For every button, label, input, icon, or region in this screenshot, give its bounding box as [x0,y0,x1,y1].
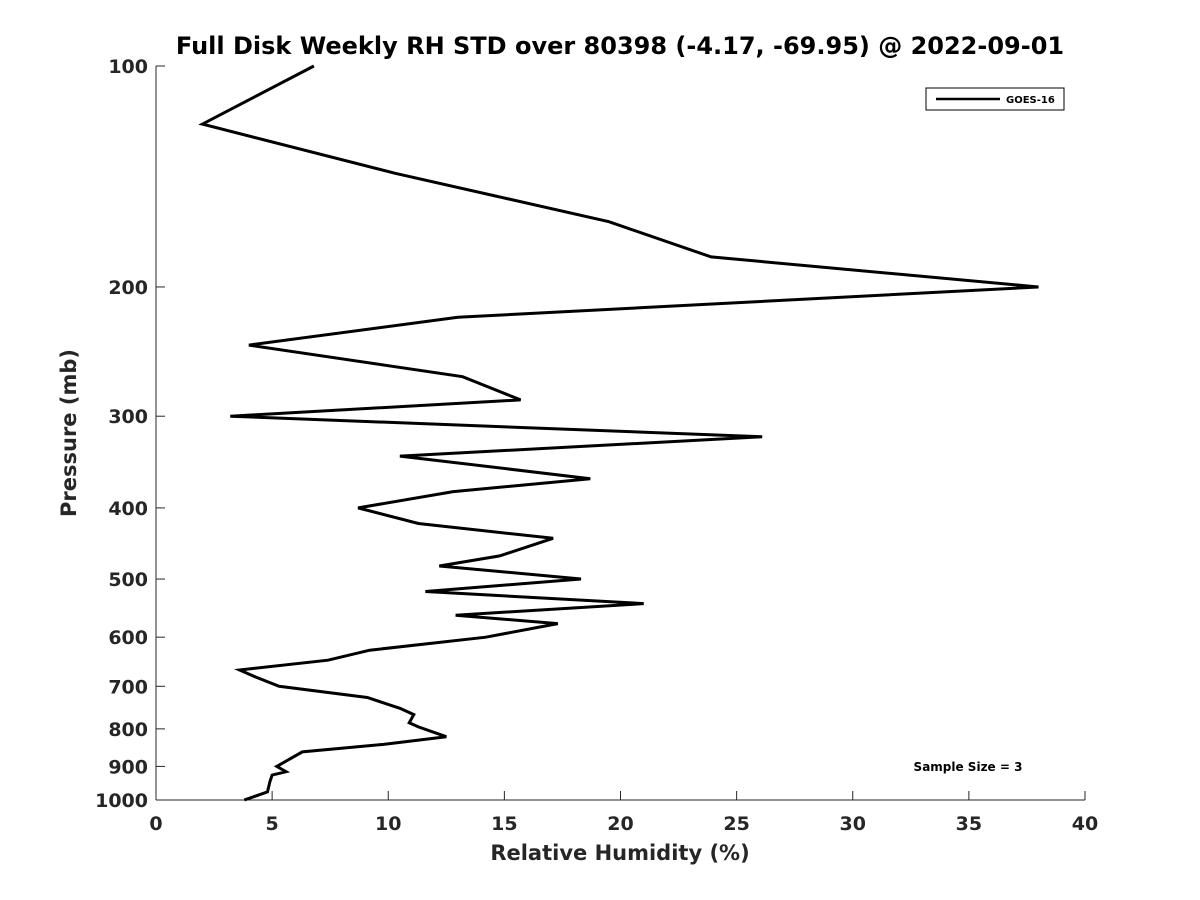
y-tick-label-800: 800 [108,719,148,741]
y-tick-label-500: 500 [108,569,148,591]
x-tick-label-5: 5 [266,813,279,835]
x-tick-label-15: 15 [491,813,517,835]
y-ticks: 100 200 300 400 500 600 700 800 900 1000 [95,56,165,812]
x-tick-label-35: 35 [956,813,982,835]
x-tick-label-30: 30 [840,813,866,835]
y-tick-label-100: 100 [108,56,148,78]
x-ticks: 0 5 10 15 20 25 30 35 40 [149,791,1098,835]
y-tick-label-200: 200 [108,277,148,299]
legend-label-goes-16: GOES-16 [1006,95,1055,106]
x-axis-label: Relative Humidity (%) [490,841,749,865]
y-tick-label-400: 400 [108,498,148,520]
y-tick-label-900: 900 [108,756,148,778]
x-tick-label-0: 0 [149,813,162,835]
series-group [198,64,1039,802]
y-tick-label-1000: 1000 [95,790,148,812]
y-axis-label: Pressure (mb) [57,349,81,517]
y-tick-label-300: 300 [108,406,148,428]
legend: GOES-16 [925,87,1065,111]
x-tick-label-10: 10 [375,813,401,835]
x-tick-label-20: 20 [607,813,633,835]
x-tick-label-25: 25 [723,813,749,835]
sample-size-annotation: Sample Size = 3 [914,760,1023,774]
y-tick-label-700: 700 [108,676,148,698]
chart-title: Full Disk Weekly RH STD over 80398 (-4.1… [176,32,1064,60]
series-line-goes-16 [198,64,1039,802]
y-tick-label-600: 600 [108,627,148,649]
x-tick-label-40: 40 [1072,813,1098,835]
